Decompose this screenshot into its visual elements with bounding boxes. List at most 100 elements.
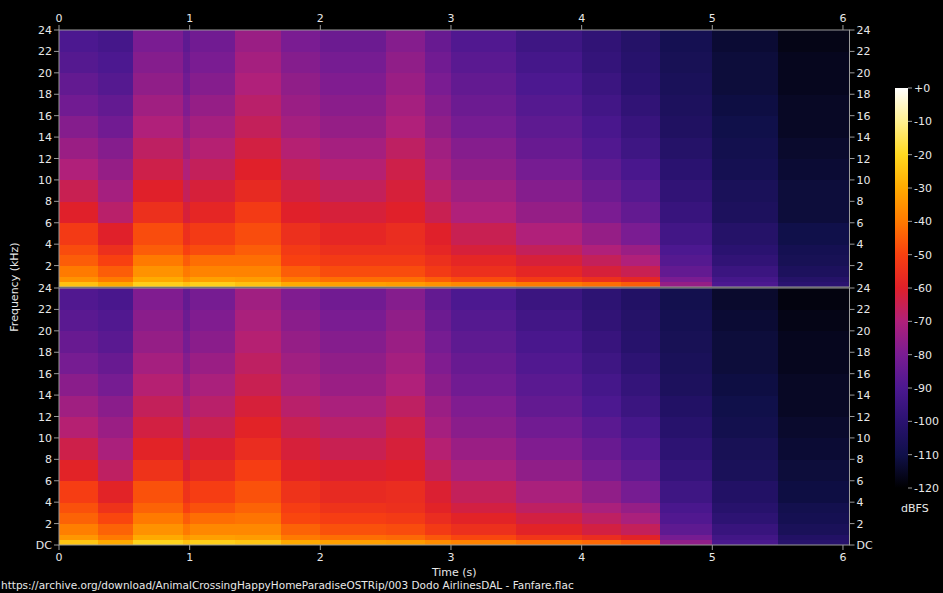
cell <box>281 201 321 223</box>
cell <box>320 481 386 503</box>
cell <box>778 73 850 95</box>
y-tick-label: 2 <box>45 518 52 531</box>
cell <box>59 223 99 245</box>
cell <box>190 540 236 545</box>
cell <box>281 481 321 503</box>
cell <box>425 282 452 287</box>
cell <box>778 395 850 417</box>
cell <box>59 30 99 52</box>
cell <box>516 94 582 116</box>
cell <box>778 352 850 374</box>
cells <box>59 288 850 545</box>
cell <box>712 73 778 95</box>
y-tick-label: 16 <box>857 368 871 381</box>
y-tick <box>850 179 855 180</box>
cell <box>183 438 190 460</box>
cell <box>516 255 582 266</box>
cell <box>425 94 452 116</box>
cell <box>190 201 236 223</box>
cell <box>712 51 778 73</box>
cell <box>451 244 517 255</box>
cell <box>621 459 661 481</box>
cell <box>235 282 281 287</box>
y-tick-label: 24 <box>38 282 52 295</box>
y-tick <box>850 222 855 223</box>
cell <box>190 513 236 524</box>
cell <box>183 534 190 540</box>
cell <box>425 513 452 524</box>
cell <box>712 244 778 255</box>
cell <box>59 374 99 396</box>
cell <box>582 534 622 540</box>
colorbar-tick-label: +0 <box>914 82 930 95</box>
cell <box>778 266 850 277</box>
cell <box>59 438 99 460</box>
cell <box>621 288 661 310</box>
cell <box>582 223 622 245</box>
y-tick <box>54 158 59 159</box>
cell <box>98 331 134 353</box>
cell <box>516 244 582 255</box>
cell <box>582 374 622 396</box>
colorbar-tick-label: -120 <box>914 482 939 495</box>
y-tick-label: 22 <box>38 45 52 58</box>
cell <box>778 180 850 202</box>
y-tick <box>54 437 59 438</box>
y-tick-label: 2 <box>45 260 52 273</box>
cell <box>621 352 661 374</box>
cell <box>98 288 134 310</box>
cell <box>660 352 713 374</box>
cell <box>59 524 99 535</box>
cell <box>98 534 134 540</box>
cell <box>582 438 622 460</box>
y-tick <box>54 330 59 331</box>
cell <box>451 540 517 545</box>
colorbar-tick-label: -40 <box>914 215 932 228</box>
cell <box>516 159 582 181</box>
cell <box>190 502 236 513</box>
y-tick-label: 6 <box>857 217 864 230</box>
spectrogram: 2244668810101212141416161818202022222424… <box>0 0 943 593</box>
cell <box>183 30 190 52</box>
cell <box>235 255 281 266</box>
cell <box>778 502 850 513</box>
cell <box>183 352 190 374</box>
cell <box>320 534 386 540</box>
cell <box>281 276 321 282</box>
cell <box>621 282 661 287</box>
cell <box>425 159 452 181</box>
y-tick <box>54 222 59 223</box>
cell <box>516 116 582 138</box>
y-tick <box>54 502 59 503</box>
y-tick <box>54 459 59 460</box>
cell <box>235 276 281 282</box>
colorbar-tick-label: -60 <box>914 282 932 295</box>
cell <box>660 180 713 202</box>
cell <box>451 481 517 503</box>
x-tick-label: 0 <box>56 12 63 25</box>
cell <box>451 201 517 223</box>
cell <box>451 223 517 245</box>
x-tick-label: 5 <box>709 551 716 564</box>
cell <box>660 244 713 255</box>
y-tick-label: 10 <box>38 432 52 445</box>
x-tick-label: 5 <box>709 12 716 25</box>
y-tick-label: 22 <box>857 303 871 316</box>
cell <box>320 438 386 460</box>
cell <box>98 540 134 545</box>
cell <box>235 352 281 374</box>
cell <box>190 524 236 535</box>
colorbar-tick-label: -50 <box>914 249 932 262</box>
cell <box>98 94 134 116</box>
cell <box>451 374 517 396</box>
colorbar-tick-label: -20 <box>914 149 932 162</box>
cell <box>582 201 622 223</box>
cell <box>386 223 426 245</box>
cell <box>235 534 281 540</box>
cell <box>183 137 190 159</box>
cell <box>425 137 452 159</box>
cell <box>281 395 321 417</box>
cell <box>516 524 582 535</box>
cells <box>59 30 850 287</box>
cell <box>621 244 661 255</box>
